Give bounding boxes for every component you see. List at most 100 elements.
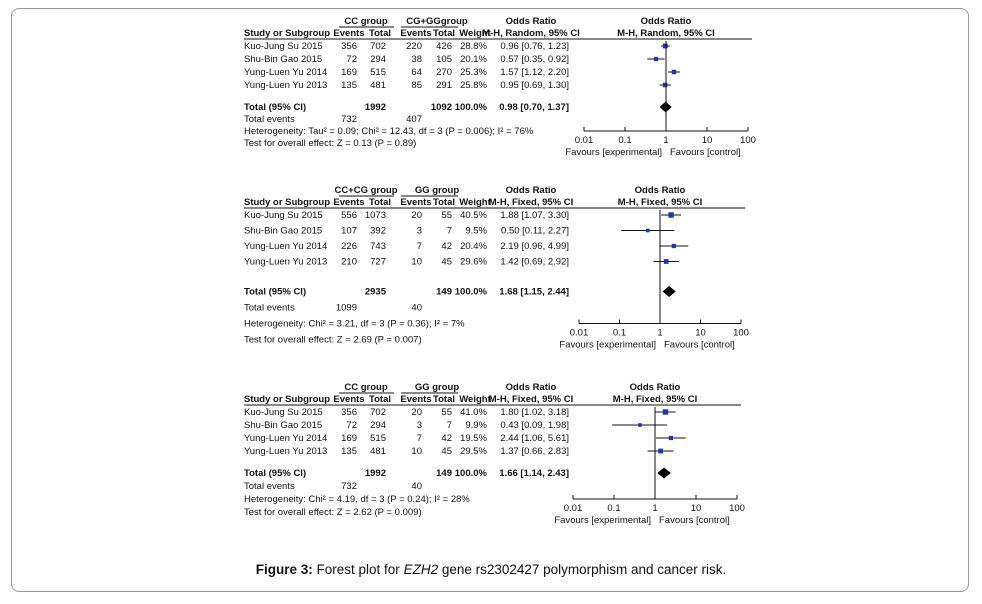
panel3-study-marker: [658, 448, 663, 454]
panel3-tick-label: 100: [729, 503, 745, 514]
panel1-study-name: Shu-Bin Gao 2015: [244, 54, 322, 65]
panel1-or-plot-header: Odds Ratio: [641, 16, 692, 27]
panel1-study-weight: 25.3%: [460, 67, 487, 78]
panel3-study-events2: 20: [411, 407, 422, 418]
panel2-col-total2: Total: [433, 197, 455, 208]
panel2-study-name: Yung-Luen Yu 2014: [244, 241, 327, 252]
panel1-study-total2: 105: [436, 54, 452, 65]
panel2-study-name: Shu-Bin Gao 2015: [244, 226, 322, 237]
panel3-or-header: Odds Ratio: [506, 382, 557, 393]
panel1-study-marker: [662, 43, 668, 49]
panel1-heterogeneity: Heterogeneity: Tau² = 0.09; Chi² = 12.43…: [244, 126, 534, 137]
panel3-study-events2: 3: [417, 420, 422, 431]
panel2-col-total1: Total: [369, 197, 391, 208]
panel3-favours-right: Favours [control]: [659, 515, 730, 526]
panel1-group2-label: CG+GGgroup: [406, 16, 468, 27]
panel1-tick-label: 100: [740, 135, 756, 146]
panel2-study-ci: 2.19 [0.96, 4.99]: [500, 241, 569, 252]
panel3-col-method: M-H, Fixed, 95% CI: [489, 394, 573, 405]
panel3-study-total2: 7: [447, 420, 452, 431]
panel1-study-events2: 85: [411, 80, 422, 91]
panel1-study-events2: 220: [406, 41, 422, 52]
panel2-study-weight: 29.6%: [460, 257, 487, 268]
panel1-study-total2: 291: [436, 80, 452, 91]
panel1-study-events2: 38: [411, 54, 422, 65]
panel1-col-method: M-H, Random, 95% CI: [482, 28, 580, 39]
panel3-col-events2: Events: [400, 394, 431, 405]
panel3-events-label: Total events: [244, 481, 295, 492]
panel3-plot-method: M-H, Fixed, 95% CI: [613, 394, 697, 405]
panel3-overall-effect: Test for overall effect: Z = 2.62 (P = 0…: [244, 507, 422, 518]
panel1-study-ci: 0.96 [0.76, 1.23]: [500, 41, 569, 52]
panel1-study-total2: 426: [436, 41, 452, 52]
panel2-study-events2: 3: [417, 226, 422, 237]
panel3-study-total1: 294: [370, 420, 386, 431]
panel3-col-weight: Weight: [459, 394, 491, 405]
panel2-total-weight: 100.0%: [455, 287, 488, 298]
panel1-study-events1: 135: [341, 80, 357, 91]
panel1-study-events2: 64: [411, 67, 422, 78]
panel3-group1-label: CC group: [344, 382, 387, 393]
panel1-or-header: Odds Ratio: [506, 16, 557, 27]
panel3-study-ci: 1.80 [1.02, 3.18]: [500, 407, 569, 418]
panel3-study-total2: 45: [441, 446, 452, 457]
panel1-group1-label: CC group: [344, 16, 387, 27]
panel3-study-total1: 515: [370, 433, 386, 444]
panel2-favours-right: Favours [control]: [664, 340, 735, 351]
figure-caption: Figure 3: Forest plot for EZH2 gene rs23…: [0, 562, 982, 577]
panel1-study-events1: 72: [346, 54, 357, 65]
panel2-study-events2: 7: [417, 241, 422, 252]
panel2-group2-label: GG group: [415, 185, 460, 196]
panel1-study-events1: 169: [341, 67, 357, 78]
panel2-col-events2: Events: [400, 197, 431, 208]
panel3-events1: 732: [341, 481, 357, 492]
panel3-col-total1: Total: [369, 394, 391, 405]
panel1-col-total2: Total: [433, 28, 455, 39]
panel2-events-label: Total events: [244, 303, 295, 314]
panel2-plot-method: M-H, Fixed, 95% CI: [618, 197, 702, 208]
panel3-favours-left: Favours [experimental]: [554, 515, 651, 526]
panel3-study-name: Yung-Luen Yu 2014: [244, 433, 327, 444]
panel3-study-events1: 72: [346, 420, 357, 431]
panel3-study-weight: 29.5%: [460, 446, 487, 457]
panel2-study-total1: 1073: [365, 210, 386, 221]
panel2-study-total1: 743: [370, 241, 386, 252]
panel2-overall-effect: Test for overall effect: Z = 2.69 (P = 0…: [244, 335, 422, 346]
panel1-tick-label: 0.1: [618, 135, 631, 146]
caption-prefix: Figure 3:: [255, 562, 313, 577]
panel2-total-label: Total (95% CI): [244, 287, 306, 298]
panel2-study-marker: [646, 228, 650, 233]
panel3-tick-label: 10: [691, 503, 702, 514]
panel1-study-total1: 702: [370, 41, 386, 52]
panel2-study-marker: [671, 243, 676, 249]
panel3-study-events2: 7: [417, 433, 422, 444]
panel1-study-total1: 481: [370, 80, 386, 91]
panel2-tick-label: 0.1: [613, 328, 626, 339]
panel3-tick-label: 1: [652, 503, 657, 514]
panel1-events-label: Total events: [244, 114, 295, 125]
panel3-col-study: Study or Subgroup: [244, 394, 330, 405]
panel3-heterogeneity: Heterogeneity: Chi² = 4.19, df = 3 (P = …: [244, 494, 470, 505]
panel3-events2: 40: [411, 481, 422, 492]
panel3-total-n1: 1992: [365, 468, 386, 479]
panel1-study-name: Yung-Luen Yu 2014: [244, 67, 327, 78]
panel2-study-events2: 20: [411, 210, 422, 221]
panel2-study-marker: [663, 259, 669, 264]
panel3-study-events1: 169: [341, 433, 357, 444]
panel3-study-weight: 9.9%: [465, 420, 487, 431]
panel1-events2: 407: [406, 114, 422, 125]
panel1-col-weight: Weight: [459, 28, 491, 39]
panel1-study-weight: 20.1%: [460, 54, 487, 65]
panel2-col-weight: Weight: [459, 197, 491, 208]
panel3-study-weight: 19.5%: [460, 433, 487, 444]
panel1-study-total2: 270: [436, 67, 452, 78]
panel2-col-method: M-H, Fixed, 95% CI: [489, 197, 573, 208]
panel2-or-header: Odds Ratio: [506, 185, 557, 196]
panel1-tick-label: 0.01: [575, 135, 594, 146]
panel3-total-weight: 100.0%: [455, 468, 488, 479]
panel2-events2: 40: [411, 303, 422, 314]
panel2-study-total2: 42: [441, 241, 452, 252]
panel2-total-n1: 2935: [365, 287, 387, 298]
panel2-study-total2: 45: [441, 257, 452, 268]
panel1-study-marker: [671, 69, 677, 75]
